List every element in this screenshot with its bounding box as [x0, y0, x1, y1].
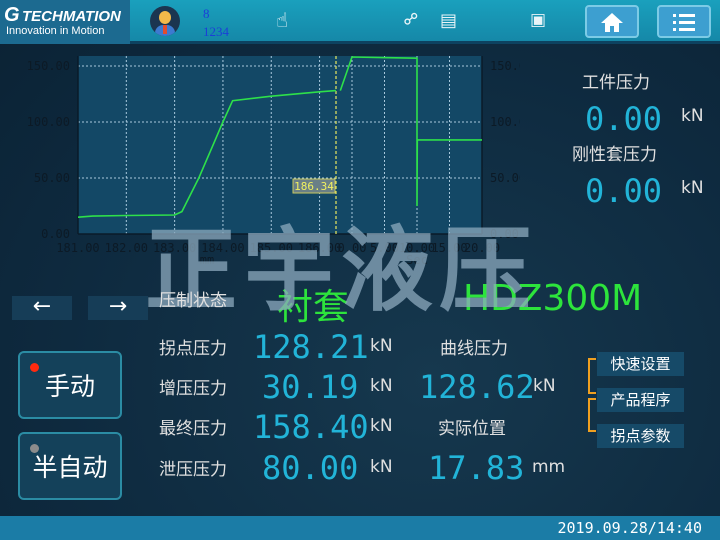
- curve-pressure-unit: kN: [533, 376, 556, 396]
- x-tick-label: 10.00: [399, 241, 435, 255]
- y-tick-label-left: 0.00: [41, 227, 70, 241]
- y-tick-label-left: 150.00: [27, 59, 70, 73]
- menu-list-icon: [673, 13, 695, 31]
- cursor-label-box: [292, 178, 336, 194]
- disconnected-plug-icon: ⚯: [399, 6, 425, 33]
- param-unit: kN: [370, 336, 393, 356]
- x-tick-label: 183.00: [153, 241, 196, 255]
- param-label: 最终压力: [159, 419, 227, 439]
- curve-pressure-label: 曲线压力: [440, 339, 508, 359]
- header-bar: G TECHMATION Innovation in Motion 8 1234…: [0, 0, 720, 44]
- quick-settings-button[interactable]: 快速设置: [597, 352, 684, 376]
- curve-pressure-value: 128.62: [419, 368, 535, 406]
- pressure-series-line: [77, 89, 337, 218]
- param-unit: kN: [370, 457, 393, 477]
- pressure-curve-chart: 0.00 50.00 100.00 150.00 0.00 50.00 100.00 150.…: [27, 56, 520, 267]
- semi-auto-mode-label: 半自动: [32, 453, 108, 482]
- logo-tagline: Innovation in Motion: [6, 25, 105, 37]
- prev-button[interactable]: ←: [12, 296, 72, 320]
- home-button[interactable]: [585, 5, 639, 38]
- sleeve-pressure-unit: kN: [681, 178, 704, 198]
- param-value: 30.19: [262, 368, 359, 406]
- manual-indicator-led: [30, 363, 39, 372]
- product-program-button[interactable]: 产品程序: [597, 388, 684, 412]
- x-tick-label: 182.00: [105, 241, 148, 255]
- monitor-settings-icon[interactable]: ▣: [530, 10, 547, 30]
- model-name: HDZ300M: [463, 278, 643, 319]
- semi-auto-indicator-led: [30, 444, 39, 453]
- press-status-value: 衬套: [277, 287, 350, 328]
- param-label: 拐点压力: [159, 339, 227, 359]
- param-label: 泄压压力: [159, 460, 227, 480]
- x-tick-label: 181.00: [56, 241, 99, 255]
- logo-title: TECHMATION: [22, 8, 121, 25]
- param-unit: kN: [370, 416, 393, 436]
- user-level: 8: [203, 6, 210, 21]
- cursor-value-label: 186.34: [294, 180, 334, 193]
- y-tick-label-left: 50.00: [34, 171, 70, 185]
- actual-position-label: 实际位置: [438, 419, 506, 439]
- param-value: 80.00: [262, 449, 359, 487]
- param-unit: kN: [370, 376, 393, 396]
- param-value: 158.40: [253, 408, 369, 446]
- plot-area: [78, 56, 482, 234]
- x-axis-title: mm: [200, 253, 214, 267]
- y-tick-label-right: 150.00: [490, 59, 520, 73]
- status-bar: 2019.09.28/14:40: [0, 516, 720, 540]
- sleeve-pressure-label: 刚性套压力: [572, 145, 657, 165]
- next-button[interactable]: →: [88, 296, 148, 320]
- inflection-params-button[interactable]: 拐点参数: [597, 424, 684, 448]
- actual-position-value: 17.83: [428, 449, 525, 487]
- workpiece-pressure-unit: kN: [681, 106, 704, 126]
- x-axis-title: Sec: [406, 253, 428, 267]
- sleeve-pressure-value: 0.00: [585, 172, 663, 210]
- workpiece-pressure-value: 0.00: [585, 100, 663, 138]
- avatar-icon[interactable]: [150, 6, 180, 36]
- bracket-decoration: [588, 398, 596, 432]
- workpiece-pressure-label: 工件压力: [582, 73, 650, 93]
- datetime: 2019.09.28/14:40: [557, 519, 703, 537]
- x-tick-label: 20.00: [464, 241, 500, 255]
- user-id: 1234: [203, 24, 229, 39]
- x-tick-label: 186.00: [298, 241, 341, 255]
- hand-pointer-icon[interactable]: ☝: [276, 8, 289, 32]
- press-status-label: 压制状态: [159, 291, 227, 311]
- x-tick-label: 184.00: [201, 241, 244, 255]
- bracket-decoration: [588, 358, 596, 394]
- logo-g-icon: G: [4, 4, 20, 26]
- x-tick-label: 5.00: [370, 241, 399, 255]
- semi-auto-mode-button[interactable]: 半自动: [18, 432, 122, 500]
- x-tick-label: 0.00: [338, 241, 367, 255]
- actual-position-unit: mm: [532, 457, 566, 477]
- techmation-logo: G TECHMATION Innovation in Motion: [0, 0, 130, 44]
- x-tick-label: 15.00: [431, 241, 467, 255]
- x-tick-label: 185.00: [250, 241, 293, 255]
- param-value: 128.21: [253, 328, 369, 366]
- y-tick-label-right: 100.00: [490, 115, 520, 129]
- motor-icon: ▤: [440, 10, 458, 31]
- menu-button[interactable]: [657, 5, 711, 38]
- manual-mode-button[interactable]: 手动: [18, 351, 122, 419]
- home-icon: [601, 12, 623, 32]
- manual-mode-label: 手动: [44, 372, 95, 401]
- y-tick-label-right: 50.00: [490, 171, 520, 185]
- y-tick-label-right: 0.00: [490, 227, 519, 241]
- y-tick-label-left: 100.00: [27, 115, 70, 129]
- pressure-series-line: [339, 56, 482, 207]
- param-label: 增压压力: [159, 379, 227, 399]
